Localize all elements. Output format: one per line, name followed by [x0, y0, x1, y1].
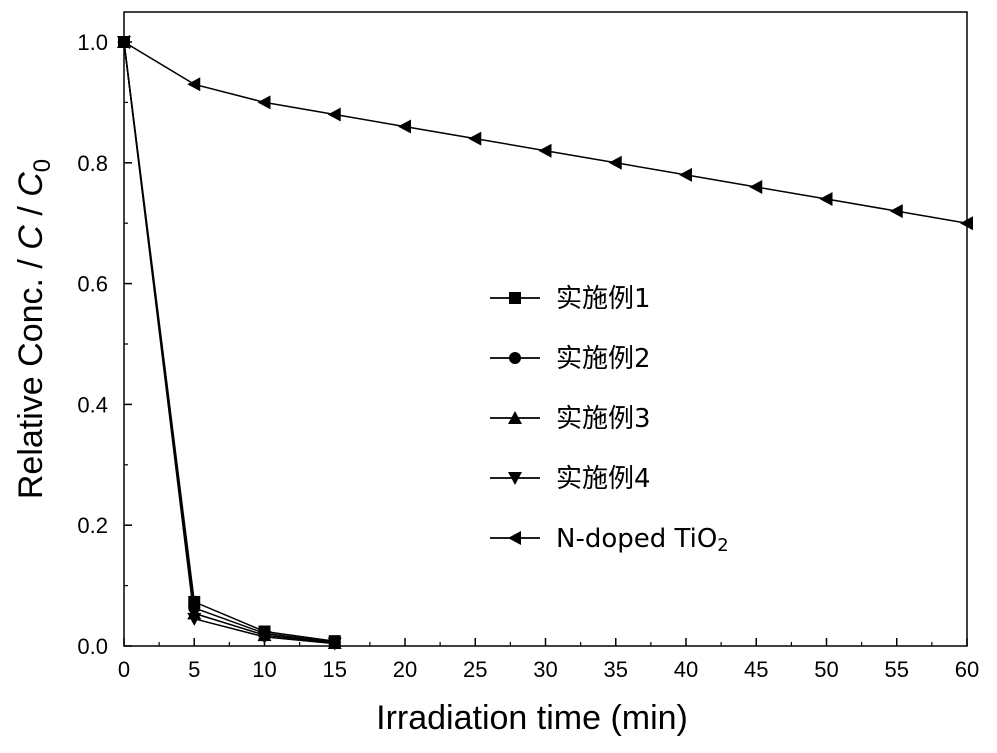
series-2: [118, 36, 341, 648]
legend-label: 实施例2: [556, 344, 651, 374]
x-tick-label: 25: [463, 657, 487, 682]
y-tick-label: 1.0: [77, 30, 108, 55]
y-tick-label: 0.4: [77, 392, 108, 417]
series-layer: [117, 35, 973, 651]
x-axis-title: Irradiation time (min): [376, 699, 688, 737]
plot-frame: [124, 12, 967, 646]
data-point: [890, 204, 903, 218]
x-tick-label: 0: [118, 657, 130, 682]
legend-marker: [509, 292, 521, 304]
series-line: [124, 42, 335, 642]
legend-item: 实施例2: [490, 344, 651, 374]
legend-marker: [508, 531, 521, 545]
data-point: [749, 180, 762, 194]
legend-label: 实施例3: [556, 404, 651, 434]
legend: 实施例1 实施例2 实施例3 实施例4 N-doped TiO2: [490, 284, 729, 556]
legend-marker: [509, 352, 521, 364]
y-axis-title-sep: /: [12, 197, 50, 225]
legend-item: 实施例4: [490, 464, 651, 494]
series-3: [117, 35, 342, 649]
y-tick-label: 0.8: [77, 151, 108, 176]
y-tick-label: 0.0: [77, 634, 108, 659]
data-point: [609, 156, 622, 170]
series-5: [117, 35, 973, 230]
x-tick-label: 30: [533, 657, 557, 682]
data-point: [187, 77, 200, 91]
data-point: [468, 132, 481, 146]
y-tick-label: 0.6: [77, 272, 108, 297]
y-axis-title-c0: C: [12, 172, 50, 197]
data-point: [398, 120, 411, 134]
legend-label: N-doped TiO2: [556, 524, 729, 556]
x-tick-label: 10: [252, 657, 276, 682]
data-point: [539, 144, 552, 158]
series-line: [124, 42, 967, 223]
x-tick-label: 45: [744, 657, 768, 682]
legend-item: 实施例1: [490, 284, 651, 314]
y-axis-title-sub: 0: [29, 159, 56, 172]
x-tick-label: 55: [885, 657, 909, 682]
y-axis-title: Relative Conc. / C / C0: [12, 159, 56, 499]
x-tick-label: 15: [323, 657, 347, 682]
x-tick-label: 50: [814, 657, 838, 682]
series-4: [117, 36, 342, 651]
series-line: [124, 42, 335, 643]
legend-label: 实施例1: [556, 284, 651, 314]
x-tick-label: 35: [604, 657, 628, 682]
x-tick-label: 60: [955, 657, 979, 682]
y-axis-title-main: Relative Conc. /: [12, 250, 50, 499]
legend-item: 实施例3: [490, 404, 651, 434]
data-point: [258, 95, 271, 109]
data-point: [679, 168, 692, 182]
x-tick-label: 40: [674, 657, 698, 682]
legend-label: 实施例4: [556, 464, 651, 494]
series-1: [118, 36, 341, 647]
y-axis-title-c: C: [12, 225, 50, 250]
x-tick-label: 20: [393, 657, 417, 682]
x-axis-ticks: 0 5 10 15 20 25 30 35 40 45 50 55 60: [118, 638, 979, 682]
data-point: [328, 107, 341, 121]
y-tick-label: 0.2: [77, 513, 108, 538]
legend-item: N-doped TiO2: [490, 524, 729, 556]
series-line: [124, 42, 335, 644]
data-point: [820, 192, 833, 206]
x-tick-label: 5: [188, 657, 200, 682]
series-line: [124, 42, 335, 641]
